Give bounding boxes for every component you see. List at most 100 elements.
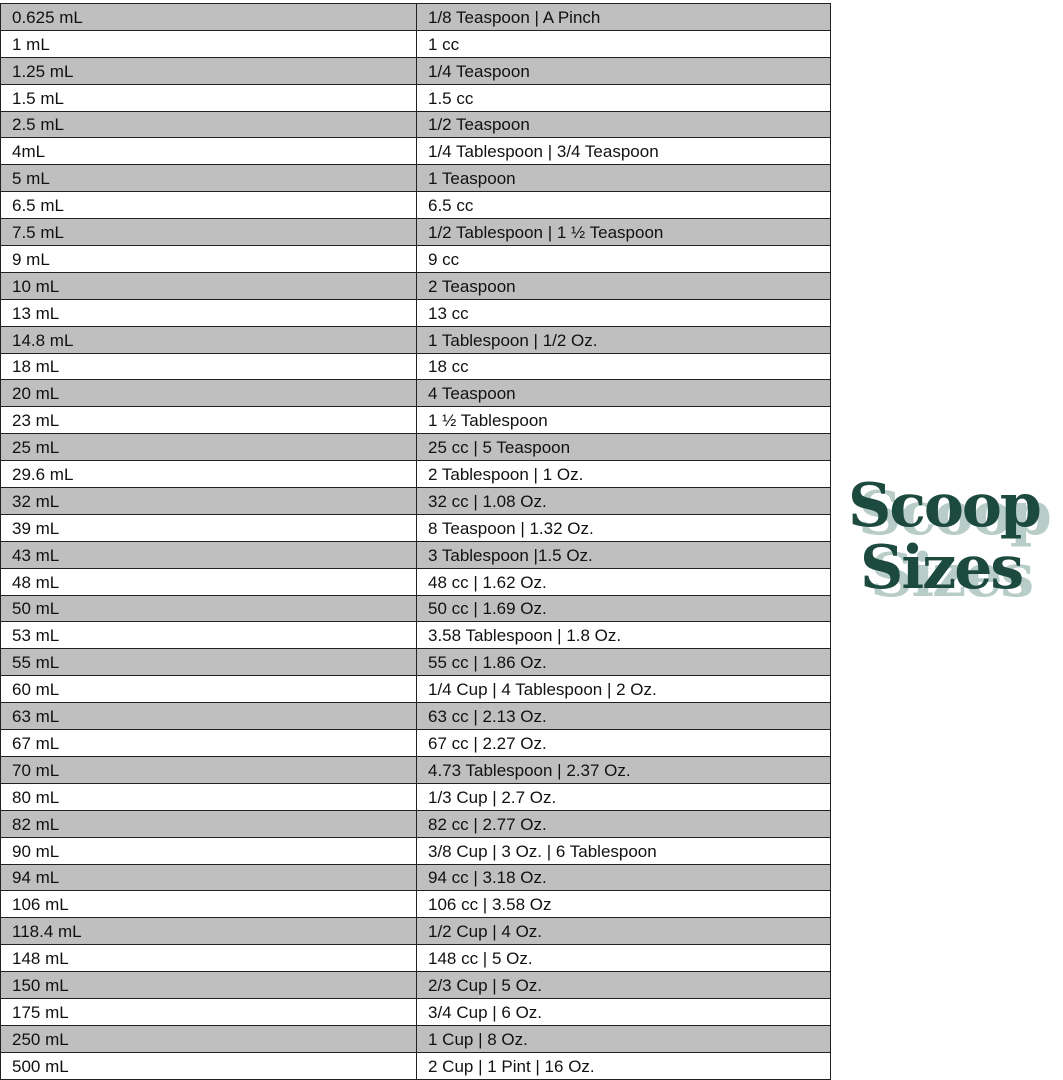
volume-ml-cell: 2.5 mL bbox=[0, 110, 417, 139]
table-row: 500 mL 2 Cup | 1 Pint | 16 Oz. bbox=[0, 1051, 831, 1080]
equivalent-cell: 4.73 Tablespoon | 2.37 Oz. bbox=[416, 755, 831, 784]
volume-ml-cell: 0.625 mL bbox=[0, 3, 417, 31]
volume-ml-cell: 13 mL bbox=[0, 298, 417, 327]
equivalent-cell: 6.5 cc bbox=[416, 191, 831, 220]
table-row: 9 mL 9 cc bbox=[0, 245, 831, 273]
volume-ml-cell: 14.8 mL bbox=[0, 325, 417, 354]
equivalent-cell: 3 Tablespoon |1.5 Oz. bbox=[416, 540, 831, 569]
volume-ml-cell: 67 mL bbox=[0, 729, 417, 757]
equivalent-cell: 8 Teaspoon | 1.32 Oz. bbox=[416, 513, 831, 542]
equivalent-cell: 1/2 Tablespoon | 1 ½ Teaspoon bbox=[416, 218, 831, 247]
volume-ml-cell: 94 mL bbox=[0, 863, 417, 892]
equivalent-cell: 3/8 Cup | 3 Oz. | 6 Tablespoon bbox=[416, 836, 831, 865]
equivalent-cell: 2/3 Cup | 5 Oz. bbox=[416, 971, 831, 999]
table-row: 10 mL 2 Teaspoon bbox=[0, 271, 831, 300]
table-row: 25 mL 25 cc | 5 Teaspoon bbox=[0, 433, 831, 462]
logo-title-line2: Sizes bbox=[860, 533, 1024, 603]
volume-ml-cell: 53 mL bbox=[0, 621, 417, 650]
equivalent-cell: 1 Teaspoon bbox=[416, 164, 831, 193]
equivalent-cell: 1/2 Cup | 4 Oz. bbox=[416, 917, 831, 946]
volume-ml-cell: 7.5 mL bbox=[0, 218, 417, 247]
scoop-sizes-logo: Scoop Sizes bbox=[846, 470, 1063, 610]
volume-ml-cell: 43 mL bbox=[0, 540, 417, 569]
equivalent-cell: 1 ½ Tablespoon bbox=[416, 406, 831, 435]
table-row: 80 mL 1/3 Cup | 2.7 Oz. bbox=[0, 782, 831, 811]
equivalent-cell: 106 cc | 3.58 Oz bbox=[416, 890, 831, 919]
table-row: 43 mL 3 Tablespoon |1.5 Oz. bbox=[0, 540, 831, 569]
volume-ml-cell: 150 mL bbox=[0, 971, 417, 999]
volume-ml-cell: 29.6 mL bbox=[0, 460, 417, 489]
equivalent-cell: 148 cc | 5 Oz. bbox=[416, 944, 831, 973]
equivalent-cell: 2 Cup | 1 Pint | 16 Oz. bbox=[416, 1051, 831, 1080]
equivalent-cell: 1 Tablespoon | 1/2 Oz. bbox=[416, 325, 831, 354]
equivalent-cell: 1/4 Tablespoon | 3/4 Teaspoon bbox=[416, 137, 831, 166]
volume-ml-cell: 5 mL bbox=[0, 164, 417, 193]
equivalent-cell: 25 cc | 5 Teaspoon bbox=[416, 433, 831, 462]
equivalent-cell: 1/2 Teaspoon bbox=[416, 110, 831, 139]
volume-ml-cell: 250 mL bbox=[0, 1024, 417, 1053]
table-row: 150 mL 2/3 Cup | 5 Oz. bbox=[0, 971, 831, 999]
scoop-size-table: 0.625 mL 1/8 Teaspoon | A Pinch 1 mL 1 cc 1.… bbox=[0, 3, 831, 1080]
table-row: 13 mL 13 cc bbox=[0, 298, 831, 327]
volume-ml-cell: 4mL bbox=[0, 137, 417, 166]
volume-ml-cell: 32 mL bbox=[0, 487, 417, 515]
table-row: 70 mL 4.73 Tablespoon | 2.37 Oz. bbox=[0, 755, 831, 784]
equivalent-cell: 2 Teaspoon bbox=[416, 271, 831, 300]
volume-ml-cell: 48 mL bbox=[0, 567, 417, 596]
table-row: 29.6 mL 2 Tablespoon | 1 Oz. bbox=[0, 460, 831, 489]
volume-ml-cell: 6.5 mL bbox=[0, 191, 417, 220]
table-row: 94 mL 94 cc | 3.18 Oz. bbox=[0, 863, 831, 892]
equivalent-cell: 1/4 Cup | 4 Tablespoon | 2 Oz. bbox=[416, 675, 831, 704]
volume-ml-cell: 23 mL bbox=[0, 406, 417, 435]
table-row: 67 mL 67 cc | 2.27 Oz. bbox=[0, 729, 831, 757]
equivalent-cell: 1 Cup | 8 Oz. bbox=[416, 1024, 831, 1053]
equivalent-cell: 1/8 Teaspoon | A Pinch bbox=[416, 3, 831, 31]
equivalent-cell: 55 cc | 1.86 Oz. bbox=[416, 648, 831, 677]
table-row: 118.4 mL 1/2 Cup | 4 Oz. bbox=[0, 917, 831, 946]
table-row: 5 mL 1 Teaspoon bbox=[0, 164, 831, 193]
volume-ml-cell: 70 mL bbox=[0, 755, 417, 784]
table-row: 0.625 mL 1/8 Teaspoon | A Pinch bbox=[0, 3, 831, 31]
volume-ml-cell: 1.25 mL bbox=[0, 56, 417, 85]
volume-ml-cell: 55 mL bbox=[0, 648, 417, 677]
equivalent-cell: 82 cc | 2.77 Oz. bbox=[416, 809, 831, 838]
volume-ml-cell: 39 mL bbox=[0, 513, 417, 542]
equivalent-cell: 48 cc | 1.62 Oz. bbox=[416, 567, 831, 596]
volume-ml-cell: 1 mL bbox=[0, 29, 417, 58]
table-row: 23 mL 1 ½ Tablespoon bbox=[0, 406, 831, 435]
volume-ml-cell: 10 mL bbox=[0, 271, 417, 300]
table-row: 6.5 mL 6.5 cc bbox=[0, 191, 831, 220]
table-row: 250 mL 1 Cup | 8 Oz. bbox=[0, 1024, 831, 1053]
equivalent-cell: 13 cc bbox=[416, 298, 831, 327]
table-row: 32 mL 32 cc | 1.08 Oz. bbox=[0, 487, 831, 515]
table-row: 4mL 1/4 Tablespoon | 3/4 Teaspoon bbox=[0, 137, 831, 166]
volume-ml-cell: 80 mL bbox=[0, 782, 417, 811]
table-row: 63 mL 63 cc | 2.13 Oz. bbox=[0, 702, 831, 731]
equivalent-cell: 94 cc | 3.18 Oz. bbox=[416, 863, 831, 892]
table-row: 106 mL 106 cc | 3.58 Oz bbox=[0, 890, 831, 919]
volume-ml-cell: 90 mL bbox=[0, 836, 417, 865]
equivalent-cell: 4 Teaspoon bbox=[416, 379, 831, 408]
equivalent-cell: 63 cc | 2.13 Oz. bbox=[416, 702, 831, 731]
table-row: 82 mL 82 cc | 2.77 Oz. bbox=[0, 809, 831, 838]
equivalent-cell: 2 Tablespoon | 1 Oz. bbox=[416, 460, 831, 489]
equivalent-cell: 32 cc | 1.08 Oz. bbox=[416, 487, 831, 515]
table-row: 14.8 mL 1 Tablespoon | 1/2 Oz. bbox=[0, 325, 831, 354]
table-row: 60 mL 1/4 Cup | 4 Tablespoon | 2 Oz. bbox=[0, 675, 831, 704]
table-row: 175 mL 3/4 Cup | 6 Oz. bbox=[0, 997, 831, 1026]
volume-ml-cell: 148 mL bbox=[0, 944, 417, 973]
table-row: 53 mL 3.58 Tablespoon | 1.8 Oz. bbox=[0, 621, 831, 650]
table-row: 48 mL 48 cc | 1.62 Oz. bbox=[0, 567, 831, 596]
volume-ml-cell: 63 mL bbox=[0, 702, 417, 731]
equivalent-cell: 1/4 Teaspoon bbox=[416, 56, 831, 85]
logo-title-line1: Scoop bbox=[848, 471, 1042, 541]
volume-ml-cell: 25 mL bbox=[0, 433, 417, 462]
volume-ml-cell: 18 mL bbox=[0, 352, 417, 381]
table-row: 18 mL 18 cc bbox=[0, 352, 831, 381]
volume-ml-cell: 50 mL bbox=[0, 594, 417, 623]
table-row: 148 mL 148 cc | 5 Oz. bbox=[0, 944, 831, 973]
volume-ml-cell: 175 mL bbox=[0, 997, 417, 1026]
equivalent-cell: 9 cc bbox=[416, 245, 831, 273]
table-row: 1 mL 1 cc bbox=[0, 29, 831, 58]
table-row: 7.5 mL 1/2 Tablespoon | 1 ½ Teaspoon bbox=[0, 218, 831, 247]
